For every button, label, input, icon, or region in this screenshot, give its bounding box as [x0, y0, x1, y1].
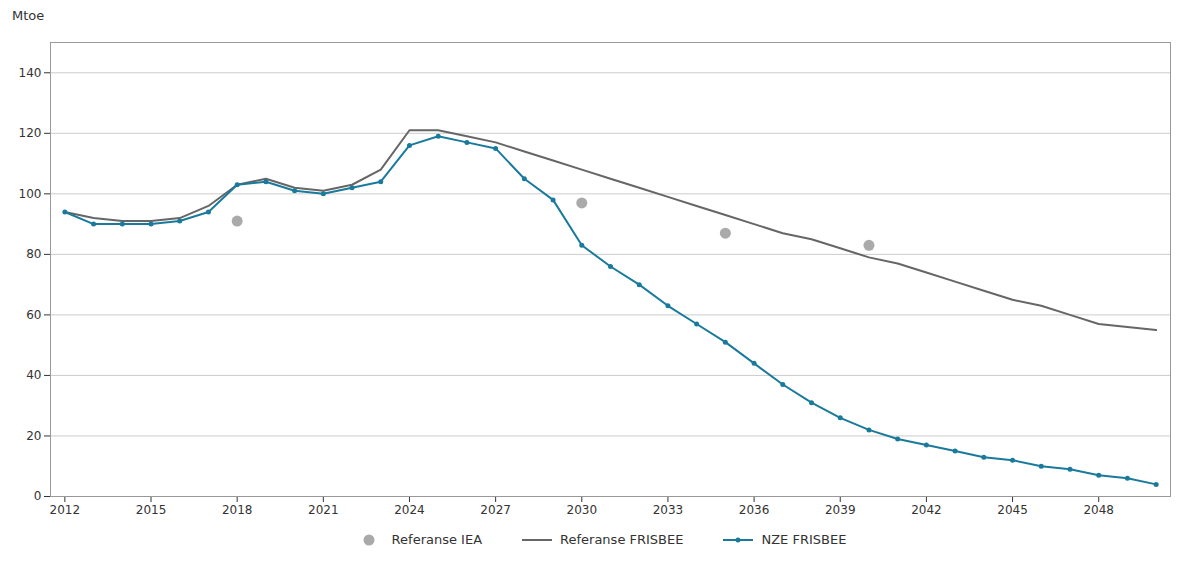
- svg-text:140: 140: [19, 66, 42, 80]
- svg-text:2042: 2042: [911, 503, 942, 517]
- html-text:Referanse IEA: Referanse IEA: [391, 532, 482, 547]
- svg-text:40: 40: [26, 368, 41, 382]
- svg-text:60: 60: [26, 308, 41, 322]
- html-text:NZE FRISBEE: NZE FRISBEE: [761, 532, 847, 547]
- svg-text:2024: 2024: [394, 503, 425, 517]
- svg-text:2012: 2012: [50, 503, 81, 517]
- svg-text:2030: 2030: [567, 503, 598, 517]
- html-text:Mtoe: Mtoe: [12, 8, 45, 23]
- svg-text:2027: 2027: [480, 503, 511, 517]
- svg-text:2015: 2015: [136, 503, 167, 517]
- svg-text:20: 20: [26, 429, 41, 443]
- html-text:Referanse FRISBEE: Referanse FRISBEE: [560, 532, 684, 547]
- svg-text:80: 80: [26, 247, 41, 261]
- svg-text:2021: 2021: [308, 503, 339, 517]
- svg-text:0: 0: [34, 489, 42, 503]
- svg-text:2018: 2018: [222, 503, 253, 517]
- svg-text:2045: 2045: [997, 503, 1028, 517]
- svg-text:120: 120: [19, 126, 42, 140]
- svg-text:2039: 2039: [825, 503, 856, 517]
- svg-text:100: 100: [19, 187, 42, 201]
- svg-text:2033: 2033: [653, 503, 684, 517]
- svg-text:2048: 2048: [1083, 503, 1114, 517]
- svg-text:2036: 2036: [739, 503, 770, 517]
